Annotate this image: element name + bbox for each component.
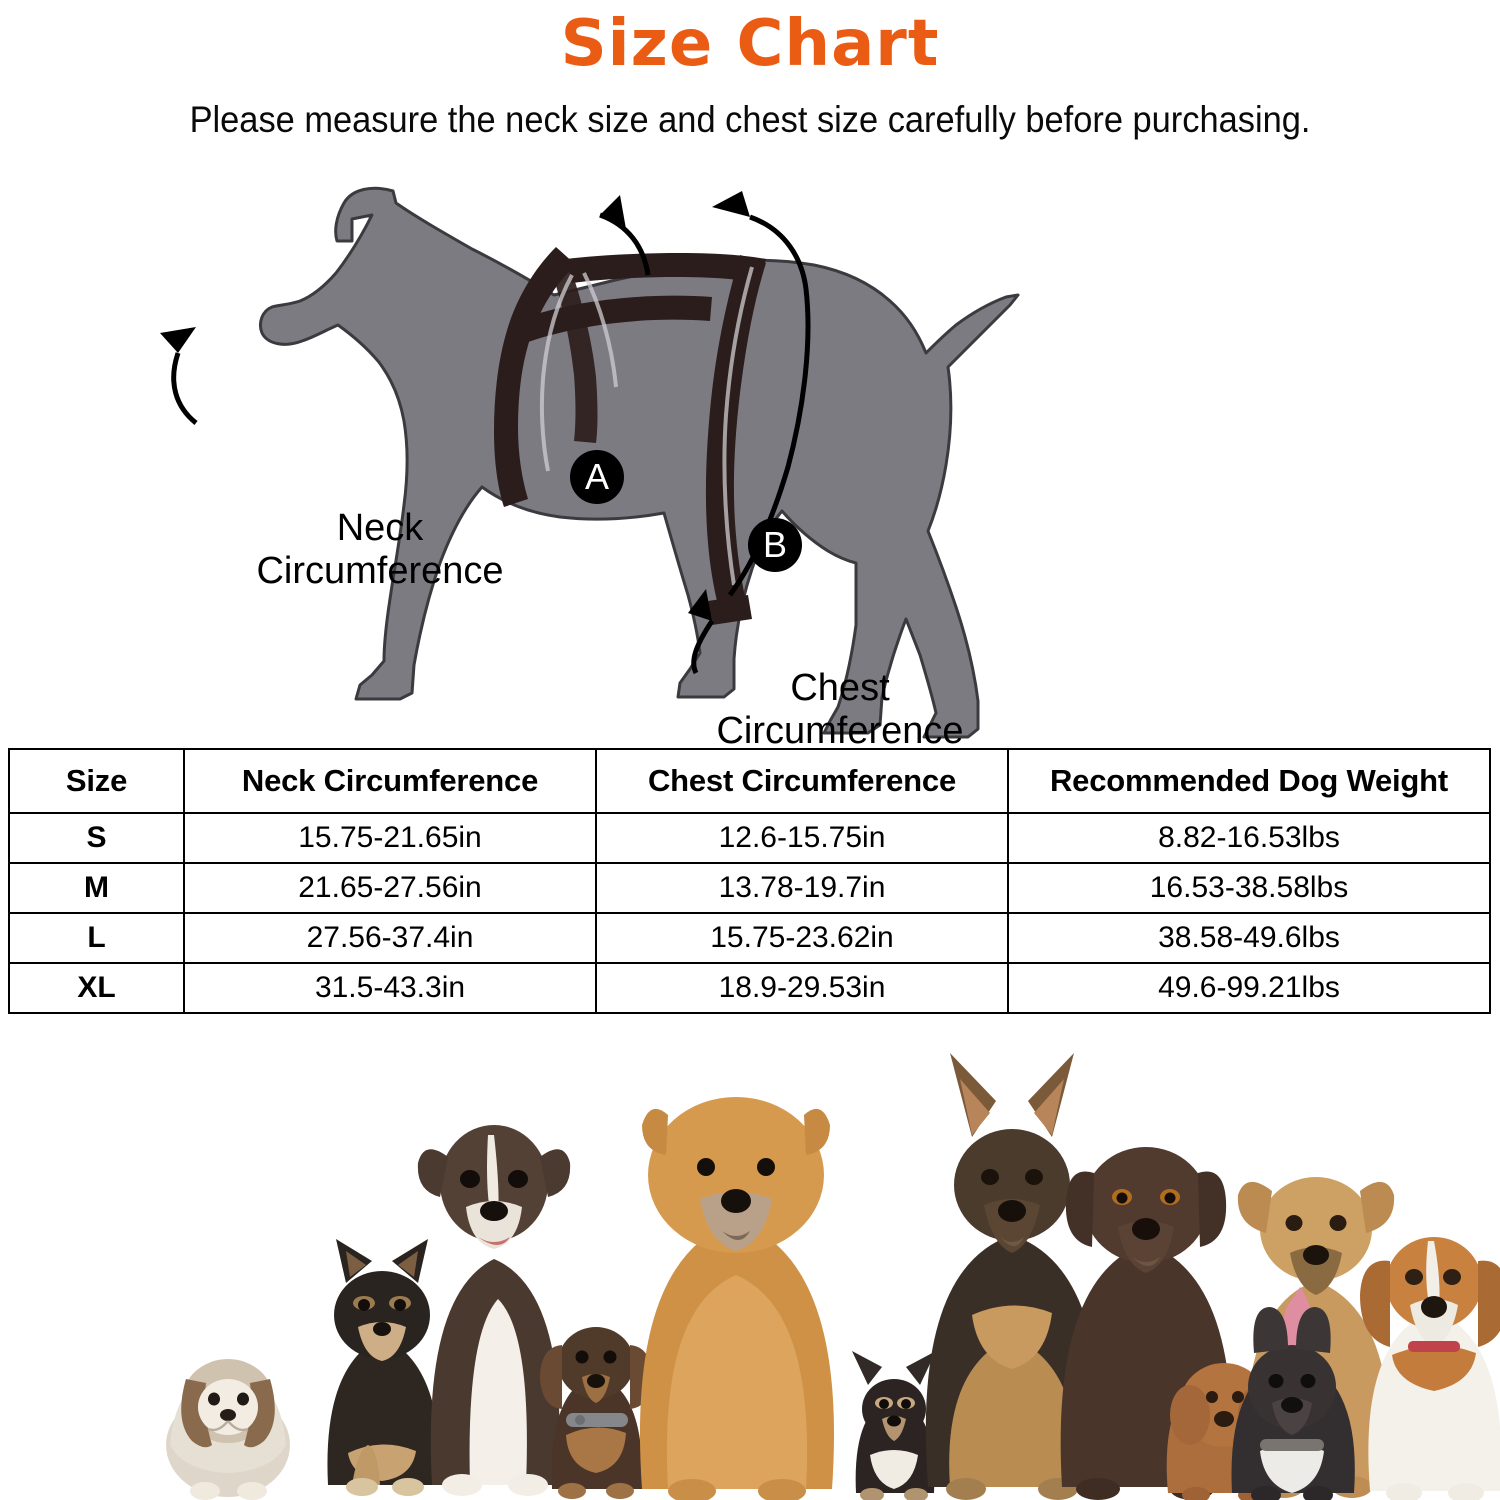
chest-arrowheads [688, 191, 750, 621]
dog-group-photo [0, 1015, 1500, 1500]
page-subtitle: Please measure the neck size and chest s… [189, 99, 1311, 140]
dog-measurement-diagram: A B Neck Circumference Chest Circumferen… [0, 155, 1500, 752]
marker-b-letter: B [763, 524, 787, 565]
page-title: Size Chart [560, 7, 940, 81]
harness-highlight-lines [539, 266, 754, 586]
cell-weight: 38.58-49.6lbs [1007, 912, 1491, 964]
cell-neck: 31.5-43.3in [183, 962, 597, 1014]
cell-weight: 8.82-16.53lbs [1007, 812, 1491, 864]
cell-size: L [8, 912, 185, 964]
dog-french-bulldog [1231, 1307, 1355, 1500]
cell-size: S [8, 812, 185, 864]
cell-neck: 27.56-37.4in [183, 912, 597, 964]
dog-boxer [417, 1125, 571, 1496]
dog-dachshund [540, 1327, 652, 1499]
size-chart-table: Size Neck Circumference Chest Circumfere… [8, 748, 1491, 1014]
cell-chest: 12.6-15.75in [595, 812, 1009, 864]
dog-chow-chow [639, 1097, 834, 1500]
dog-silhouette-shape [258, 186, 1020, 739]
dog-beagle [1360, 1237, 1500, 1500]
cell-weight: 49.6-99.21lbs [1007, 962, 1491, 1014]
column-header-neck: Neck Circumference [183, 748, 597, 814]
size-chart-table-container: Size Neck Circumference Chest Circumfere… [8, 748, 1491, 1014]
cell-weight: 16.53-38.58lbs [1007, 862, 1491, 914]
chest-circumference-label: Chest Circumference [716, 667, 964, 752]
cell-neck: 15.75-21.65in [183, 812, 597, 864]
dog-german-shepherd [925, 1053, 1101, 1500]
cell-chest: 15.75-23.62in [595, 912, 1009, 964]
table-row: L 27.56-37.4in 15.75-23.62in 38.58-49.6l… [8, 912, 1491, 964]
table-row: M 21.65-27.56in 13.78-19.7in 16.53-38.58… [8, 862, 1491, 914]
marker-b-badge: B [748, 518, 802, 572]
column-header-chest: Chest Circumference [595, 748, 1009, 814]
dog-shih-tzu [166, 1359, 290, 1500]
cell-chest: 13.78-19.7in [595, 862, 1009, 914]
table-header-row: Size Neck Circumference Chest Circumfere… [8, 748, 1491, 814]
neck-circumference-label: Neck Circumference [256, 507, 504, 592]
dog-shiba-inu [327, 1239, 441, 1496]
marker-a-letter: A [585, 456, 609, 497]
dog-chihuahua [852, 1351, 936, 1500]
cell-size: M [8, 862, 185, 914]
marker-a-badge: A [570, 450, 624, 504]
harness-straps [494, 247, 766, 625]
column-header-weight: Recommended Dog Weight [1007, 748, 1491, 814]
table-row: XL 31.5-43.3in 18.9-29.53in 49.6-99.21lb… [8, 962, 1491, 1014]
cell-chest: 18.9-29.53in [595, 962, 1009, 1014]
cell-neck: 21.65-27.56in [183, 862, 597, 914]
table-row: S 15.75-21.65in 12.6-15.75in 8.82-16.53l… [8, 812, 1491, 864]
column-header-size: Size [8, 748, 185, 814]
neck-arrowheads [160, 195, 626, 353]
cell-size: XL [8, 962, 185, 1014]
